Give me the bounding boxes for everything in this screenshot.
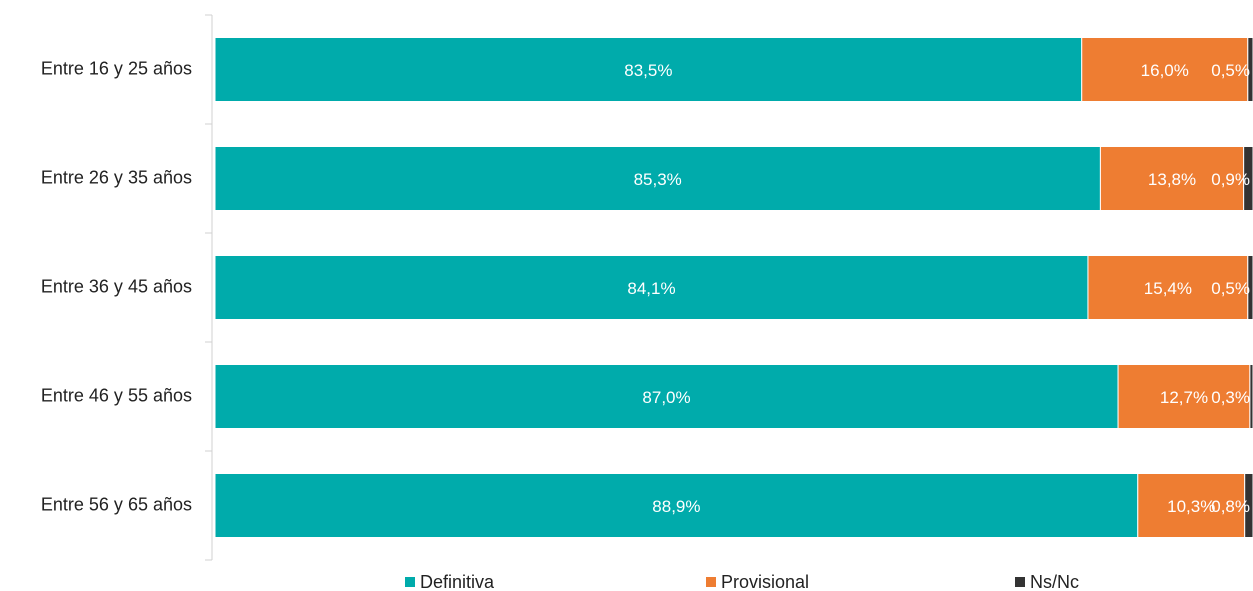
bar-segment: [214, 37, 1083, 102]
y-tick-label: Entre 46 y 55 años: [41, 385, 192, 405]
y-tick-label: Entre 36 y 45 años: [41, 276, 192, 296]
value-label: 12,7%: [1160, 388, 1208, 407]
value-label: 10,3%: [1167, 497, 1215, 516]
bar-segment: [214, 473, 1139, 538]
value-label: 85,3%: [634, 170, 682, 189]
bar-segment: [1117, 364, 1251, 429]
bar-segment: [1081, 37, 1249, 102]
y-tick-label: Entre 56 y 65 años: [41, 494, 192, 514]
value-label: 88,9%: [652, 497, 700, 516]
value-label: 0,9%: [1211, 170, 1250, 189]
bar-segment: [1137, 473, 1246, 538]
value-label: 84,1%: [627, 279, 675, 298]
legend-swatch: [706, 577, 716, 587]
bar-segment: [214, 146, 1101, 211]
bar-segment: [1099, 146, 1245, 211]
bar-segment: [1247, 255, 1253, 320]
value-label: 0,3%: [1211, 388, 1250, 407]
value-label: 15,4%: [1144, 279, 1192, 298]
legend-label: Provisional: [721, 572, 809, 591]
value-label: 0,8%: [1211, 497, 1250, 516]
value-label: 13,8%: [1148, 170, 1196, 189]
bar-segment: [1247, 37, 1253, 102]
y-tick-label: Entre 26 y 35 años: [41, 167, 192, 187]
bar-segment: [214, 255, 1089, 320]
legend-swatch: [1015, 577, 1025, 587]
value-label: 16,0%: [1141, 61, 1189, 80]
bar-segment: [1244, 473, 1253, 538]
value-label: 83,5%: [624, 61, 672, 80]
legend-swatch: [405, 577, 415, 587]
bar-segment: [214, 364, 1119, 429]
bar-segment: [1087, 255, 1249, 320]
legend-label: Ns/Nc: [1030, 572, 1079, 591]
y-tick-label: Entre 16 y 25 años: [41, 58, 192, 78]
legend-label: Definitiva: [420, 572, 495, 591]
value-label: 87,0%: [642, 388, 690, 407]
value-label: 0,5%: [1211, 279, 1250, 298]
value-label: 0,5%: [1211, 61, 1250, 80]
